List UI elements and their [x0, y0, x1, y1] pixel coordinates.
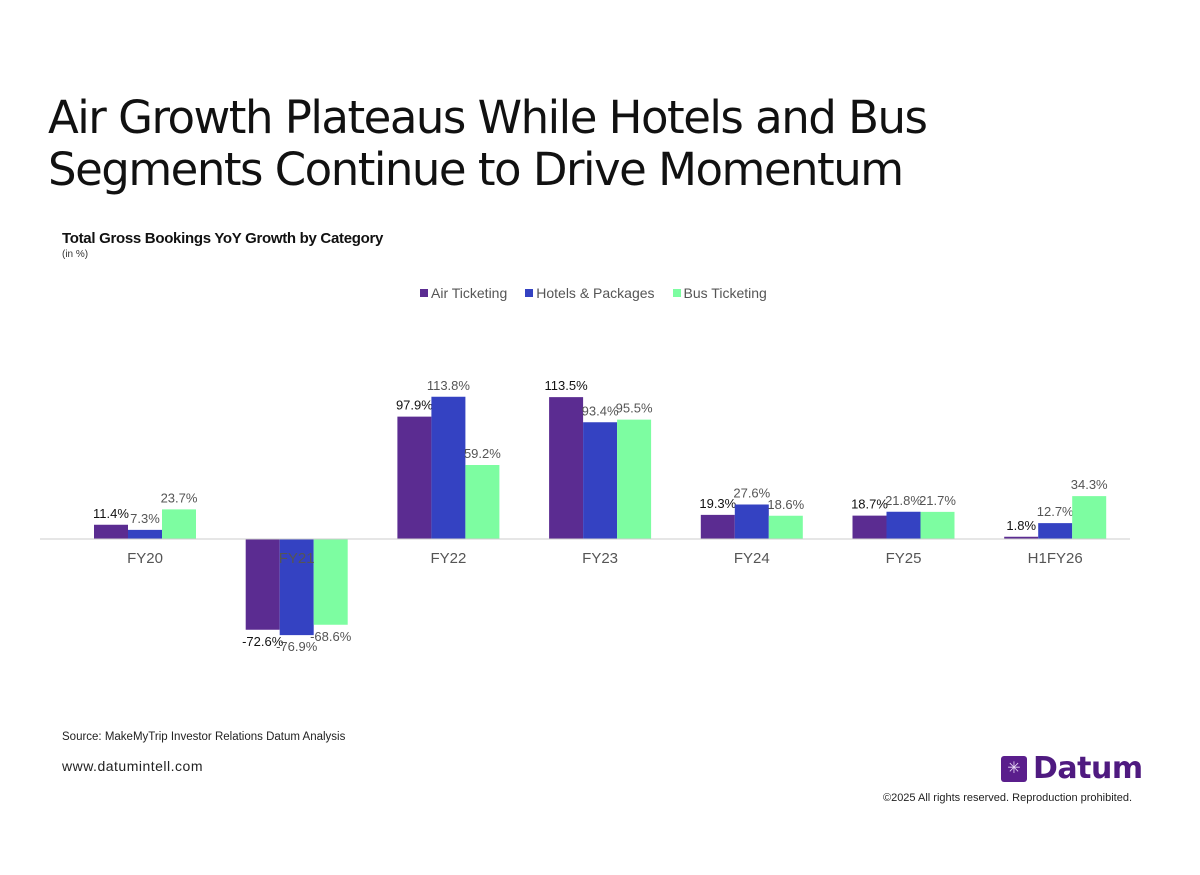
x-tick-label: FY25 — [886, 550, 922, 567]
legend-swatch — [420, 289, 428, 297]
data-label: 11.4% — [93, 506, 129, 521]
bar-FY20-2 — [162, 509, 196, 539]
bar-H1FY26-2 — [1072, 496, 1107, 539]
legend-swatch — [672, 289, 681, 297]
bar-FY24-1 — [734, 504, 769, 539]
data-label: 19.3% — [699, 496, 736, 511]
website-link[interactable]: www.datumintell.com — [62, 758, 203, 774]
chart-legend: Air Ticketing Hotels & Packages Bus Tick… — [420, 285, 767, 301]
legend-item-bus: Bus Ticketing — [672, 285, 767, 301]
chart-subtitle: (in %) — [62, 249, 89, 260]
bar-H1FY26-1 — [1038, 523, 1073, 539]
data-label: 113.5% — [545, 378, 589, 393]
bar-FY21-1 — [279, 539, 314, 636]
data-label: 21.8% — [885, 493, 922, 508]
bar-FY20-1 — [128, 529, 162, 539]
data-label: 18.7% — [851, 497, 888, 512]
bar-FY25-1 — [886, 511, 921, 539]
bar-FY23-2 — [617, 419, 652, 539]
legend-swatch — [525, 289, 534, 297]
data-label: -72.6% — [242, 634, 284, 649]
copyright: ©2025 All rights reserved. Reproduction … — [882, 792, 1132, 804]
x-tick-label: FY21 — [279, 550, 315, 567]
data-label: 113.8% — [427, 378, 471, 393]
bar-FY25-2 — [920, 511, 955, 539]
data-label: 7.3% — [130, 511, 160, 526]
bar-FY21-0 — [245, 539, 280, 630]
x-tick-label: FY23 — [582, 550, 618, 567]
data-label: 97.9% — [396, 398, 433, 413]
bar-FY23-0 — [549, 397, 584, 539]
x-tick-label: FY20 — [127, 550, 163, 567]
data-label: 21.7% — [919, 493, 956, 508]
data-label: 1.8% — [1006, 518, 1036, 533]
data-label: 95.5% — [616, 401, 653, 416]
x-tick-label: FY22 — [430, 550, 466, 567]
data-label: -68.6% — [310, 629, 352, 644]
legend-item-hotels: Hotels & Packages — [525, 285, 655, 301]
logo-text: Datum — [1033, 751, 1143, 786]
page-title: Air Growth Plateaus While Hotels and Bus… — [48, 91, 928, 196]
bar-FY25-0 — [852, 515, 887, 539]
bar-FY24-0 — [700, 514, 735, 539]
source-note: Source: MakeMyTrip Investor Relations Da… — [62, 731, 346, 743]
bar-FY21-2 — [313, 539, 348, 625]
data-label: 27.6% — [733, 486, 770, 501]
chart-title: Total Gross Bookings YoY Growth by Categ… — [62, 230, 384, 247]
data-label: 18.6% — [767, 497, 804, 512]
bar-FY22-1 — [431, 396, 466, 539]
bar-FY22-2 — [465, 465, 500, 539]
bar-FY20-0 — [94, 524, 128, 539]
logo-icon: ✳ — [1001, 755, 1027, 782]
bar-FY22-0 — [397, 416, 432, 539]
data-label: 59.2% — [464, 446, 501, 461]
data-label: 93.4% — [582, 403, 619, 418]
data-label: 23.7% — [161, 490, 198, 505]
bar-FY23-1 — [583, 422, 618, 539]
legend-item-air: Air Ticketing — [420, 285, 507, 301]
x-tick-label: H1FY26 — [1028, 550, 1083, 567]
data-label: 34.3% — [1071, 477, 1108, 492]
bar-H1FY26-0 — [1004, 536, 1039, 539]
data-label: 12.7% — [1037, 504, 1074, 519]
datum-logo: ✳ Datum — [1001, 751, 1143, 786]
bar-FY24-2 — [768, 515, 803, 539]
x-tick-label: FY24 — [734, 550, 770, 567]
data-label: -76.9% — [276, 639, 318, 654]
